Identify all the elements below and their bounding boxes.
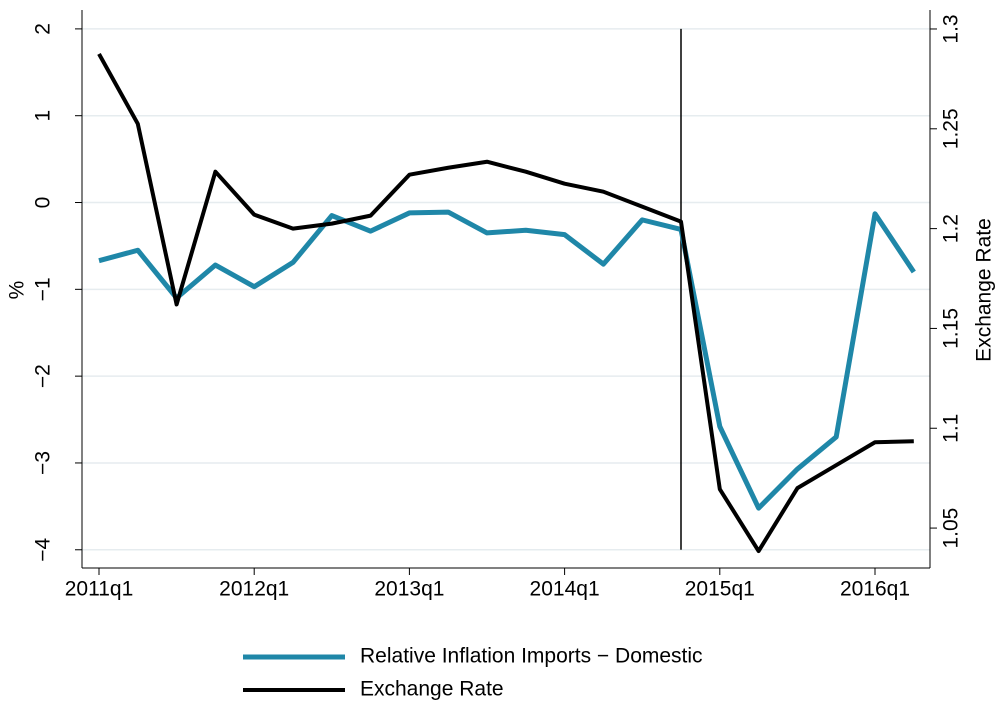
y-tick-label: 2 [32,23,55,35]
legend-label: Exchange Rate [360,678,504,701]
y2-tick-label: 1.15 [940,308,963,349]
x-tick-label: 2013q1 [374,578,444,601]
x-tick-label: 2015q1 [685,578,755,601]
y2-tick-label: 1.2 [940,214,963,243]
y-axis-title: % [6,281,29,300]
y-tick-label: −2 [32,364,55,388]
y-tick-label: −3 [32,451,55,475]
y-tick-label: −4 [32,537,55,561]
y2-tick-label: 1.1 [940,414,963,443]
y2-axis-title: Exchange Rate [973,218,996,362]
y-tick-label: 0 [32,197,55,209]
series-line [98,209,916,511]
x-tick-label: 2014q1 [530,578,600,601]
legend-label: Relative Inflation Imports − Domestic [360,645,703,668]
y2-tick-label: 1.3 [940,14,963,43]
y-tick-label: −1 [32,277,55,301]
y-tick-label: 1 [32,110,55,122]
y2-tick-label: 1.05 [940,508,963,549]
x-tick-label: 2011q1 [65,578,134,601]
y2-tick-label: 1.25 [940,108,963,149]
x-tick-label: 2016q1 [840,578,910,601]
series-line [97,52,914,554]
x-tick-label: 2012q1 [219,578,289,601]
